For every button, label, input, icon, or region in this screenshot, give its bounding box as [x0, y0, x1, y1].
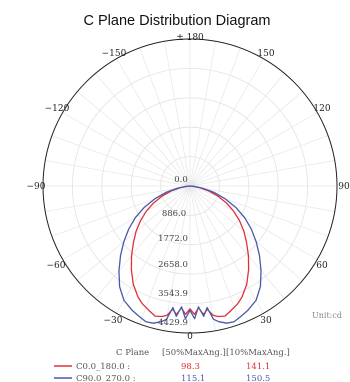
angle-tick-left-90: −90: [27, 182, 46, 192]
grid-spoke-350: [164, 185, 191, 331]
legend-v10-c90: 150.5: [246, 374, 270, 382]
legend: C Plane [50%MaxAng.] [10%MaxAng.] C0.0_1…: [54, 348, 290, 382]
grid-spoke-250: [51, 135, 191, 187]
angle-tick-left-60: −60: [47, 261, 66, 271]
grid-spoke-220: [95, 73, 191, 187]
grid-spoke-20: [189, 185, 241, 325]
grid-spoke-260: [45, 160, 191, 187]
angle-tick-bottom-left-30: −30: [104, 316, 123, 326]
legend-header-10: [10%MaxAng.]: [226, 348, 290, 358]
radial-tick-5: 4429.9: [158, 318, 188, 328]
grid-spoke-230: [77, 91, 191, 187]
angle-tick-bottom-right-30: 30: [260, 316, 272, 326]
grid-spoke-120: [189, 112, 318, 187]
unit-label: Unit:cd: [312, 311, 342, 320]
grid-spoke-50: [189, 185, 303, 281]
radial-tick-4: 3543.9: [158, 289, 188, 299]
angle-tick-bottom: 0: [187, 332, 193, 342]
angle-tick-upper-left: −150: [102, 49, 127, 59]
legend-header-50: [50%MaxAng.]: [162, 348, 226, 358]
grid-spoke-280: [45, 185, 191, 212]
grid-spoke-240: [62, 112, 191, 187]
grid-spoke-110: [189, 135, 329, 187]
grid-spoke-30: [189, 185, 264, 314]
grid-spoke-170: [189, 41, 216, 187]
grid-spoke-290: [51, 185, 191, 237]
legend-v50-c0: 98.3: [181, 362, 200, 372]
radial-tick-0: 0.0: [174, 175, 188, 185]
grid-spoke-60: [189, 185, 318, 260]
grid-spoke-300: [62, 185, 191, 260]
angle-tick-right-90: 90: [338, 182, 350, 192]
series-line-c90-270: [118, 185, 262, 324]
polar-grid: [42, 38, 338, 334]
grid-spoke-70: [189, 185, 329, 237]
grid-spoke-320: [95, 185, 191, 299]
chart-title: C Plane Distribution Diagram: [84, 13, 271, 29]
grid-spoke-130: [189, 91, 303, 187]
angle-tick-right-120: 120: [313, 104, 330, 114]
grid-spoke-340: [139, 185, 191, 325]
legend-name-c90: C90.0_270.0 :: [76, 374, 136, 382]
outer-circle: [42, 38, 338, 334]
legend-header-plane: C Plane: [116, 348, 149, 358]
grid-spoke-310: [77, 185, 191, 281]
grid-spoke-200: [139, 47, 191, 187]
legend-name-c0: C0.0_180.0 :: [76, 362, 130, 372]
grid-spoke-160: [189, 47, 241, 187]
angle-tick-top: ± 180: [176, 33, 204, 43]
grid-spoke-150: [189, 58, 264, 187]
radial-tick-3: 2658.0: [158, 260, 188, 270]
grid-spoke-10: [189, 185, 216, 331]
series-layer: [118, 185, 262, 324]
legend-v50-c90: 115.1: [181, 374, 205, 382]
radial-tick-2: 1772.0: [158, 234, 188, 244]
grid-spoke-140: [189, 73, 285, 187]
angle-tick-left-120: −120: [45, 104, 70, 114]
radial-tick-1: 886.0: [162, 209, 186, 219]
grid-spoke-40: [189, 185, 285, 299]
grid-spoke-210: [116, 58, 191, 187]
angle-tick-upper-right: 150: [257, 49, 274, 59]
grid-spoke-190: [164, 41, 191, 187]
grid-spoke-80: [189, 185, 335, 212]
grid-spoke-330: [116, 185, 191, 314]
grid-spoke-100: [189, 160, 335, 187]
legend-v10-c0: 141.1: [246, 362, 270, 372]
angle-tick-right-60: 60: [316, 261, 328, 271]
